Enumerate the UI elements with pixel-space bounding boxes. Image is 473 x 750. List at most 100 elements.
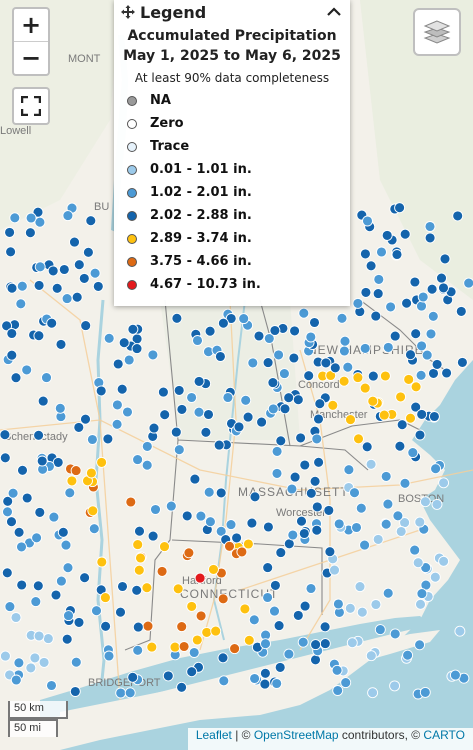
- station-marker[interactable]: [16, 280, 28, 292]
- station-marker[interactable]: [21, 364, 33, 376]
- station-marker[interactable]: [351, 522, 362, 533]
- station-marker[interactable]: [267, 403, 279, 415]
- station-marker[interactable]: [399, 228, 411, 240]
- station-marker[interactable]: [275, 547, 287, 559]
- station-marker[interactable]: [407, 447, 419, 459]
- station-marker[interactable]: [116, 383, 128, 395]
- station-marker[interactable]: [92, 280, 104, 292]
- station-marker[interactable]: [275, 435, 287, 447]
- station-marker[interactable]: [310, 639, 322, 651]
- station-marker[interactable]: [374, 624, 386, 636]
- station-marker[interactable]: [229, 643, 241, 655]
- station-marker[interactable]: [389, 628, 401, 640]
- station-marker[interactable]: [305, 331, 317, 343]
- station-marker[interactable]: [299, 459, 311, 471]
- station-marker[interactable]: [399, 477, 411, 489]
- station-marker[interactable]: [70, 656, 82, 668]
- station-marker[interactable]: [455, 305, 467, 317]
- station-marker[interactable]: [133, 564, 145, 576]
- station-marker[interactable]: [173, 444, 185, 456]
- station-marker[interactable]: [449, 669, 461, 681]
- station-marker[interactable]: [271, 467, 283, 479]
- move-icon[interactable]: [120, 4, 136, 20]
- station-marker[interactable]: [378, 409, 390, 421]
- station-marker[interactable]: [78, 272, 90, 284]
- station-marker[interactable]: [311, 524, 323, 536]
- station-marker[interactable]: [431, 358, 443, 370]
- station-marker[interactable]: [103, 650, 115, 662]
- station-marker[interactable]: [73, 421, 85, 433]
- station-marker[interactable]: [311, 501, 323, 513]
- station-marker[interactable]: [213, 439, 225, 451]
- station-marker[interactable]: [305, 583, 317, 594]
- station-marker[interactable]: [135, 552, 146, 564]
- station-marker[interactable]: [329, 564, 340, 576]
- station-marker[interactable]: [55, 575, 67, 587]
- station-marker[interactable]: [193, 375, 205, 387]
- station-marker[interactable]: [310, 654, 321, 666]
- station-marker[interactable]: [338, 375, 350, 387]
- station-marker[interactable]: [410, 401, 422, 413]
- station-marker[interactable]: [430, 463, 442, 475]
- station-marker[interactable]: [201, 626, 213, 638]
- station-marker[interactable]: [247, 357, 259, 369]
- station-marker[interactable]: [210, 625, 222, 637]
- station-marker[interactable]: [415, 598, 426, 610]
- station-marker[interactable]: [332, 598, 344, 610]
- station-marker[interactable]: [296, 515, 307, 527]
- station-marker[interactable]: [376, 246, 387, 258]
- station-marker[interactable]: [131, 343, 143, 355]
- station-marker[interactable]: [62, 210, 74, 222]
- station-marker[interactable]: [359, 382, 371, 394]
- station-marker[interactable]: [141, 440, 153, 452]
- station-marker[interactable]: [1, 567, 13, 579]
- station-marker[interactable]: [394, 440, 406, 452]
- station-marker[interactable]: [313, 413, 324, 425]
- station-marker[interactable]: [142, 620, 154, 632]
- station-marker[interactable]: [41, 372, 52, 384]
- station-marker[interactable]: [292, 609, 304, 621]
- station-marker[interactable]: [176, 681, 188, 693]
- station-marker[interactable]: [115, 687, 127, 699]
- station-marker[interactable]: [217, 652, 229, 664]
- station-marker[interactable]: [192, 335, 203, 346]
- station-marker[interactable]: [339, 335, 351, 347]
- station-marker[interactable]: [463, 277, 473, 289]
- station-marker[interactable]: [21, 492, 33, 504]
- station-marker[interactable]: [127, 671, 139, 683]
- station-marker[interactable]: [195, 610, 207, 622]
- station-marker[interactable]: [141, 582, 153, 594]
- station-marker[interactable]: [249, 673, 261, 684]
- station-marker[interactable]: [396, 419, 408, 431]
- station-marker[interactable]: [103, 332, 115, 344]
- station-marker[interactable]: [10, 372, 22, 384]
- station-marker[interactable]: [148, 422, 160, 434]
- station-marker[interactable]: [131, 584, 143, 596]
- station-marker[interactable]: [203, 486, 215, 498]
- station-marker[interactable]: [215, 487, 227, 499]
- station-marker[interactable]: [395, 391, 407, 403]
- station-marker[interactable]: [269, 579, 281, 591]
- station-marker[interactable]: [295, 432, 307, 444]
- station-marker[interactable]: [359, 248, 371, 260]
- station-marker[interactable]: [417, 291, 429, 303]
- station-marker[interactable]: [309, 475, 321, 487]
- station-marker[interactable]: [283, 648, 295, 660]
- station-marker[interactable]: [289, 471, 301, 483]
- station-marker[interactable]: [4, 601, 16, 613]
- station-marker[interactable]: [4, 226, 16, 238]
- station-marker[interactable]: [336, 312, 348, 324]
- station-marker[interactable]: [361, 441, 373, 453]
- station-marker[interactable]: [132, 454, 144, 466]
- station-marker[interactable]: [367, 370, 379, 382]
- station-marker[interactable]: [362, 215, 373, 227]
- station-marker[interactable]: [355, 502, 367, 514]
- zoom-out-button[interactable]: −: [14, 41, 48, 74]
- station-marker[interactable]: [438, 555, 450, 567]
- zoom-in-button[interactable]: +: [20, 11, 42, 39]
- station-marker[interactable]: [171, 312, 183, 324]
- station-marker[interactable]: [360, 286, 372, 298]
- station-marker[interactable]: [132, 621, 144, 633]
- station-marker[interactable]: [382, 587, 394, 599]
- station-marker[interactable]: [414, 639, 426, 651]
